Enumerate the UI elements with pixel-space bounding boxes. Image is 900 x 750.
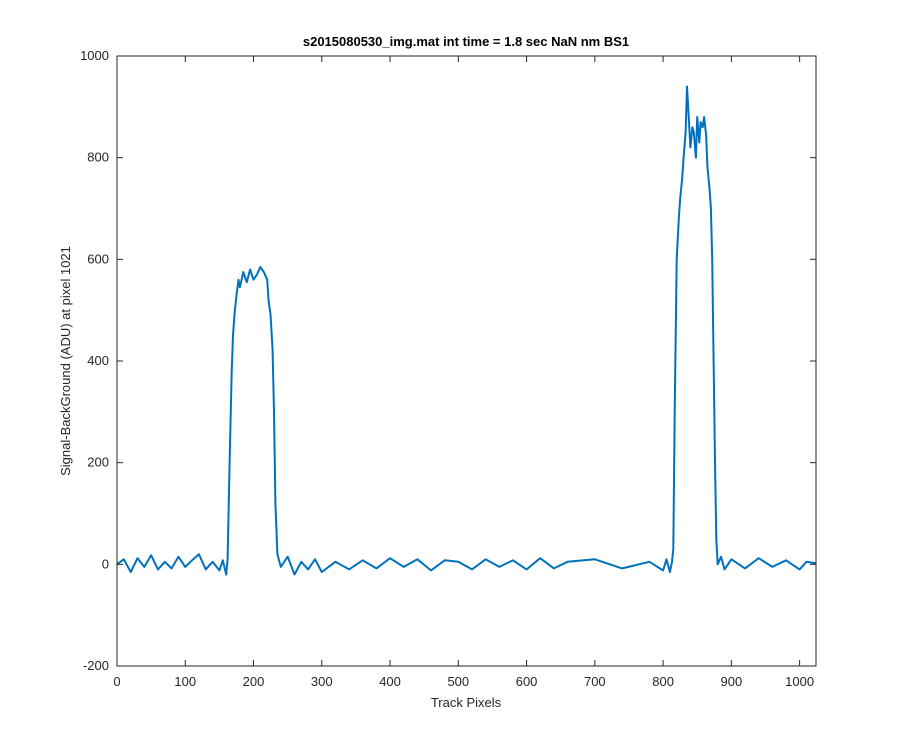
x-tick-label: 900 (721, 674, 743, 689)
y-tick-label: 200 (87, 455, 109, 470)
x-tick-label: 0 (113, 674, 120, 689)
chart-title: s2015080530_img.mat int time = 1.8 sec N… (303, 34, 629, 49)
y-tick-label: 1000 (80, 48, 109, 63)
series-line-1 (116, 85, 817, 576)
x-tick-label: 700 (584, 674, 606, 689)
x-tick-label: 300 (311, 674, 333, 689)
x-axis-label: Track Pixels (431, 695, 502, 710)
ticks-layer: 0 100 200 300 400 500 600 700 800 900 1000 -200 0 200… (80, 48, 816, 689)
y-tick-label: 0 (102, 556, 109, 571)
plot-area (117, 56, 816, 666)
series-layer (116, 85, 817, 576)
x-tick-label: 600 (516, 674, 538, 689)
x-tick-label: 400 (379, 674, 401, 689)
x-tick-label: 500 (447, 674, 469, 689)
y-tick-label: 800 (87, 150, 109, 165)
y-axis-label: Signal-BackGround (ADU) at pixel 1021 (58, 246, 73, 476)
x-tick-label: 200 (243, 674, 265, 689)
x-tick-label: 1000 (785, 674, 814, 689)
y-tick-label: 600 (87, 251, 109, 266)
y-tick-label: -200 (83, 658, 109, 673)
x-tick-label: 100 (174, 674, 196, 689)
x-tick-label: 800 (652, 674, 674, 689)
y-tick-label: 400 (87, 353, 109, 368)
